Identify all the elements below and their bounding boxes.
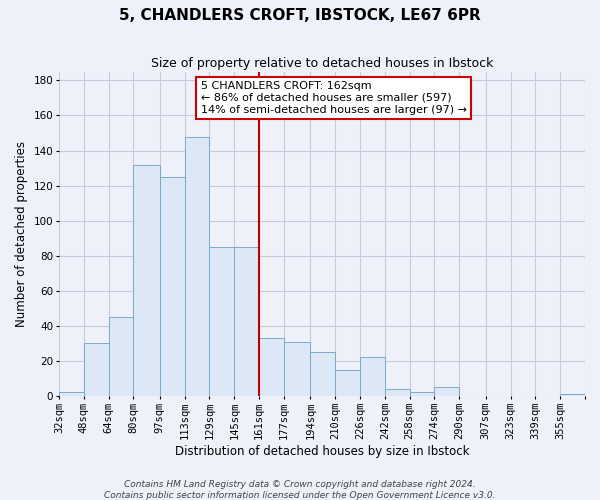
Bar — [234, 247, 259, 396]
Bar — [109, 317, 133, 396]
Text: Contains HM Land Registry data © Crown copyright and database right 2024.
Contai: Contains HM Land Registry data © Crown c… — [104, 480, 496, 500]
Text: 5, CHANDLERS CROFT, IBSTOCK, LE67 6PR: 5, CHANDLERS CROFT, IBSTOCK, LE67 6PR — [119, 8, 481, 22]
Bar — [259, 338, 284, 396]
Bar — [434, 387, 459, 396]
Bar — [410, 392, 434, 396]
Bar — [185, 136, 209, 396]
X-axis label: Distribution of detached houses by size in Ibstock: Distribution of detached houses by size … — [175, 444, 469, 458]
Bar — [385, 389, 410, 396]
Bar — [360, 358, 385, 396]
Bar — [160, 177, 185, 396]
Bar — [560, 394, 585, 396]
Bar — [209, 247, 234, 396]
Bar — [59, 392, 83, 396]
Title: Size of property relative to detached houses in Ibstock: Size of property relative to detached ho… — [151, 58, 493, 70]
Y-axis label: Number of detached properties: Number of detached properties — [15, 141, 28, 327]
Bar — [133, 164, 160, 396]
Bar — [335, 370, 360, 396]
Bar — [310, 352, 335, 396]
Bar — [284, 342, 310, 396]
Bar — [83, 344, 109, 396]
Text: 5 CHANDLERS CROFT: 162sqm
← 86% of detached houses are smaller (597)
14% of semi: 5 CHANDLERS CROFT: 162sqm ← 86% of detac… — [201, 82, 467, 114]
Bar — [560, 394, 585, 396]
